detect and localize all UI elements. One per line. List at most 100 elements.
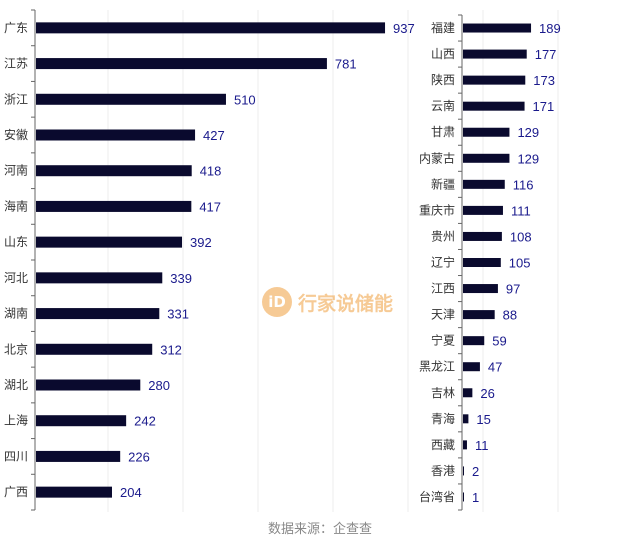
bar-广东: [36, 22, 386, 34]
category-label: 山西: [431, 47, 455, 61]
category-label: 福建: [431, 20, 455, 35]
bar-西藏: [463, 440, 467, 450]
category-label: 云南: [431, 98, 455, 113]
value-label: 226: [128, 449, 150, 464]
category-label: 重庆市: [419, 202, 455, 217]
category-label: 湖南: [4, 306, 28, 321]
value-label: 242: [134, 414, 156, 429]
bar-广西: [36, 486, 112, 498]
bar-湖南: [36, 308, 160, 320]
value-label: 105: [509, 256, 531, 271]
value-label: 88: [503, 308, 517, 323]
bar-重庆市: [463, 205, 503, 215]
value-label: 173: [533, 73, 555, 88]
category-label: 黑龙江: [419, 360, 455, 374]
category-label: 北京: [4, 342, 28, 356]
value-label: 312: [160, 342, 182, 357]
value-label: 171: [533, 99, 555, 114]
bar-浙江: [36, 93, 226, 105]
category-label: 新疆: [431, 176, 455, 191]
category-label: 浙江: [4, 92, 28, 106]
bar-河北: [36, 272, 163, 284]
category-label: 台湾省: [419, 489, 455, 504]
bar-吉林: [463, 388, 473, 398]
category-label: 广东: [4, 21, 28, 35]
bar-贵州: [463, 231, 502, 241]
bar-内蒙古: [463, 153, 510, 163]
category-label: 甘肃: [431, 125, 455, 139]
bar-河南: [36, 165, 192, 177]
value-label: 129: [517, 151, 539, 166]
watermark-logo-icon: iD: [262, 287, 292, 317]
value-label: 15: [476, 412, 490, 427]
bar-山东: [36, 236, 183, 248]
bar-宁夏: [463, 336, 485, 346]
category-label: 贵州: [431, 229, 455, 243]
value-label: 47: [488, 360, 502, 375]
value-label: 331: [167, 307, 189, 322]
bar-海南: [36, 200, 192, 212]
bar-辽宁: [463, 258, 501, 267]
category-label: 江西: [431, 282, 455, 296]
category-label: 海南: [4, 198, 28, 213]
category-label: 吉林: [431, 386, 455, 400]
value-label: 108: [510, 229, 532, 244]
bar-安徽: [36, 129, 196, 141]
value-label: 418: [200, 164, 222, 179]
category-label: 广西: [4, 485, 28, 499]
bar-湖北: [36, 379, 141, 391]
bar-黑龙江: [463, 362, 480, 372]
bar-江苏: [36, 58, 327, 70]
value-label: 189: [539, 21, 561, 36]
source-note: 数据来源：企查查: [267, 522, 372, 537]
value-label: 26: [480, 386, 494, 401]
value-label: 129: [517, 125, 539, 140]
category-label: 西藏: [431, 438, 455, 452]
bar-甘肃: [463, 127, 510, 137]
bar-北京: [36, 343, 153, 355]
value-label: 1: [472, 490, 479, 505]
bar-台湾省: [463, 492, 464, 502]
category-label: 天津: [431, 308, 455, 322]
value-label: 937: [393, 21, 415, 36]
bar-上海: [36, 415, 127, 427]
value-label: 97: [506, 282, 520, 297]
category-label: 四川: [4, 449, 28, 463]
value-label: 11: [475, 438, 489, 453]
value-label: 280: [148, 378, 170, 393]
value-label: 116: [513, 177, 534, 192]
category-label: 湖北: [4, 377, 28, 392]
value-label: 392: [190, 235, 212, 250]
category-label: 安徽: [4, 127, 28, 142]
value-label: 59: [492, 334, 506, 349]
watermark: iD 行家说储能: [262, 287, 393, 317]
value-label: 177: [535, 47, 557, 62]
category-label: 宁夏: [431, 333, 455, 348]
category-label: 辽宁: [431, 255, 455, 270]
category-label: 青海: [431, 411, 455, 426]
bar-天津: [463, 310, 495, 320]
category-label: 上海: [4, 413, 28, 428]
value-label: 339: [170, 271, 192, 286]
value-label: 2: [472, 464, 479, 479]
bar-新疆: [463, 179, 505, 189]
value-label: 510: [234, 92, 256, 107]
value-label: 427: [203, 128, 225, 143]
bar-云南: [463, 101, 525, 111]
bar-陕西: [463, 75, 526, 85]
category-label: 河北: [4, 271, 28, 285]
value-label: 417: [199, 199, 221, 214]
category-label: 香港: [431, 464, 455, 478]
value-label: 111: [511, 203, 531, 218]
category-label: 山东: [4, 235, 28, 249]
category-label: 江苏: [4, 57, 28, 71]
watermark-text: 行家说储能: [298, 292, 394, 315]
bar-福建: [463, 23, 532, 33]
value-label: 781: [335, 57, 357, 72]
bar-山西: [463, 49, 527, 59]
bar-青海: [463, 414, 469, 424]
value-label: 204: [120, 485, 142, 500]
category-label: 内蒙古: [419, 150, 455, 165]
bar-香港: [463, 466, 464, 476]
